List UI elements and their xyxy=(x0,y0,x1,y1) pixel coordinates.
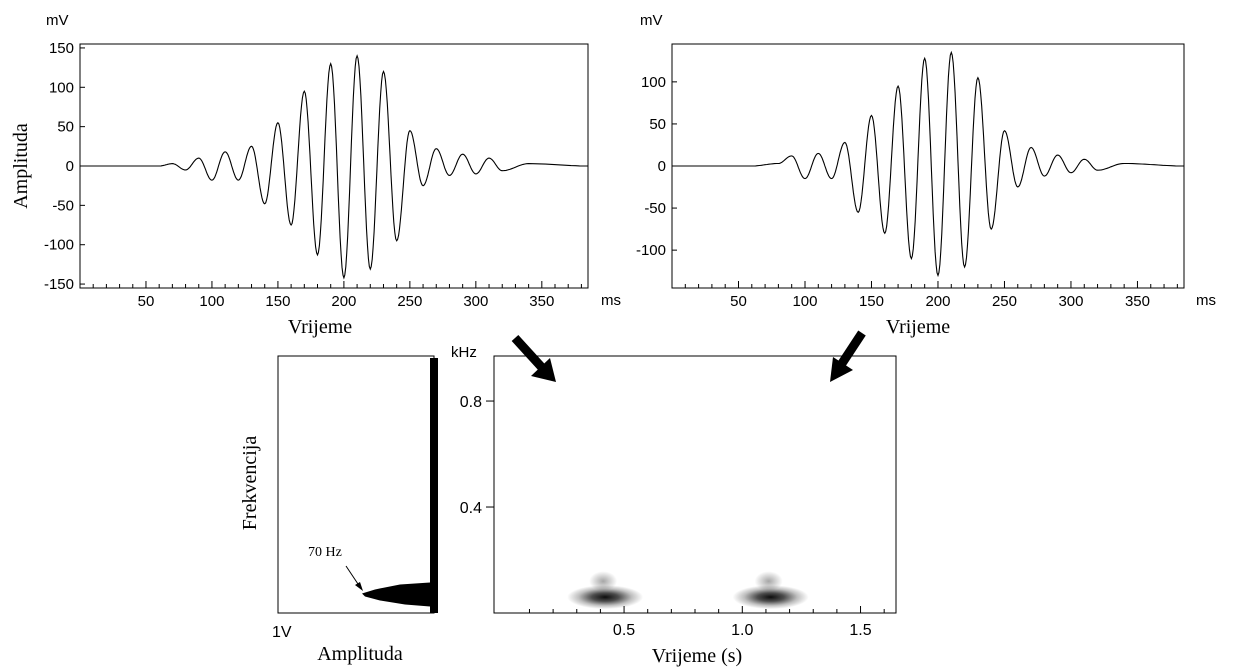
y-tick-label: 0.4 xyxy=(460,500,482,517)
tick-group: 50 100 150 200 250 300 350 150 100 50 0 -50 -100 -150 xyxy=(44,40,582,310)
plot-frame xyxy=(493,355,897,614)
plot-frame xyxy=(277,355,435,614)
x-tick-label: 150 xyxy=(265,293,290,310)
y-unit-label: kHz xyxy=(451,344,477,361)
x-axis-label: Amplituda xyxy=(317,643,403,665)
y-unit-label: mV xyxy=(640,12,663,29)
x-tick-label: 50 xyxy=(138,293,155,310)
x-tick-label: 100 xyxy=(792,293,817,310)
x-tick-label: 100 xyxy=(199,293,224,310)
y-tick-label: -150 xyxy=(44,276,74,293)
x-tick-label: 250 xyxy=(397,293,422,310)
peak-annotation: 70 Hz xyxy=(308,545,342,560)
x-axis-label: Vrijeme xyxy=(288,316,352,338)
x-unit-label: ms xyxy=(601,292,621,309)
x-tick-label: 0.5 xyxy=(613,622,635,639)
y-tick-label: 0 xyxy=(658,158,666,175)
y-tick-label: -50 xyxy=(52,197,74,214)
spectrogram-chart: 0.5 1.0 1.5 0.8 0.4 kHz Vrijeme (s) xyxy=(451,344,897,667)
y-tick-label: 0.8 xyxy=(460,394,482,411)
y-tick-label: 150 xyxy=(49,40,74,57)
waveform-chart-left: 50 100 150 200 250 300 350 150 100 50 0 -50 -100 -150… xyxy=(10,12,621,338)
spectrogram-blobs xyxy=(567,571,809,610)
waveform-line xyxy=(672,50,1184,278)
spectrum-peak xyxy=(362,582,430,607)
spectrum-edge-bar xyxy=(430,358,438,613)
y-tick-label: 0 xyxy=(66,158,74,175)
y-tick-label: 100 xyxy=(641,74,666,91)
y-tick-label: 50 xyxy=(649,116,666,133)
x-tick-label: 50 xyxy=(730,293,747,310)
x-tick-label: 200 xyxy=(331,293,356,310)
y-axis-label: Frekvencija xyxy=(239,436,261,531)
x-tick-label: 1V xyxy=(272,624,292,641)
y-tick-label: 50 xyxy=(57,119,74,136)
tick-group: 0.5 1.0 1.5 0.8 0.4 xyxy=(460,394,885,639)
arrow-right xyxy=(830,330,866,382)
spectrogram-blob xyxy=(732,585,809,610)
x-tick-label: 150 xyxy=(859,293,884,310)
y-axis-label: Amplituda xyxy=(10,123,32,209)
x-axis-label: Vrijeme (s) xyxy=(652,645,742,667)
x-tick-label: 200 xyxy=(925,293,950,310)
y-tick-label: -100 xyxy=(44,237,74,254)
tick-group: 50 100 150 200 250 300 350 100 50 0 -50 -100 xyxy=(636,74,1178,310)
x-tick-label: 300 xyxy=(463,293,488,310)
x-unit-label: ms xyxy=(1196,292,1216,309)
y-tick-label: -100 xyxy=(636,242,666,259)
x-axis-label: Vrijeme xyxy=(886,316,950,338)
x-tick-label: 1.5 xyxy=(849,622,871,639)
arrow-left xyxy=(511,334,556,382)
spectrum-chart: 70 Hz 1V Amplituda Frekvencija xyxy=(239,355,438,665)
waveform-line xyxy=(80,54,588,280)
x-tick-label: 300 xyxy=(1058,293,1083,310)
y-tick-label: -50 xyxy=(644,200,666,217)
x-tick-label: 350 xyxy=(529,293,554,310)
x-tick-label: 1.0 xyxy=(731,622,753,639)
annotation-arrow-head xyxy=(355,582,363,591)
y-tick-label: 100 xyxy=(49,79,74,96)
x-tick-label: 250 xyxy=(992,293,1017,310)
spectrogram-blob xyxy=(567,585,644,610)
y-unit-label: mV xyxy=(46,12,69,29)
x-tick-label: 350 xyxy=(1125,293,1150,310)
